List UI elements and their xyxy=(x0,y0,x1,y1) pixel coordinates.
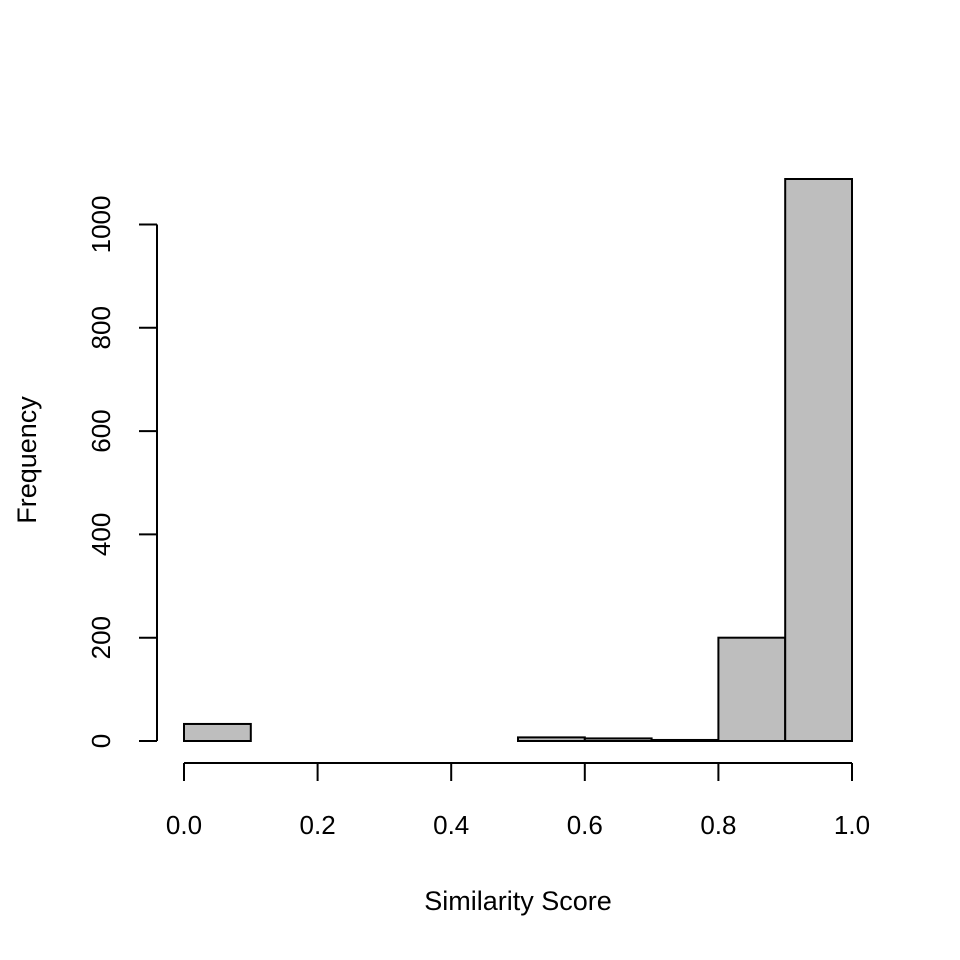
y-tick-label: 800 xyxy=(86,306,116,349)
x-axis-title: Similarity Score xyxy=(424,886,612,916)
x-tick-label: 0.0 xyxy=(166,810,202,840)
x-tick-label: 0.6 xyxy=(567,810,603,840)
histogram-bar xyxy=(784,178,854,742)
histogram-bar xyxy=(517,736,586,743)
histogram-bar xyxy=(183,722,252,742)
histogram-bar xyxy=(650,738,720,743)
y-axis: 0 200 400 600 800 1000 xyxy=(86,196,158,748)
y-tick-label: 200 xyxy=(86,616,116,659)
y-axis-title: Frequency xyxy=(12,396,42,524)
y-tick-label: 400 xyxy=(86,513,116,556)
y-tick-label: 600 xyxy=(86,409,116,452)
x-tick-label: 0.2 xyxy=(300,810,336,840)
y-tick-label: 0 xyxy=(86,734,116,748)
y-tick-label: 1000 xyxy=(86,196,116,254)
x-tick-label: 0.8 xyxy=(700,810,736,840)
x-axis: 0.0 0.2 0.4 0.6 0.8 1.0 xyxy=(166,762,870,840)
x-tick-label: 0.4 xyxy=(433,810,469,840)
histogram-bar xyxy=(583,737,653,743)
histogram-bar xyxy=(717,636,787,742)
x-tick-label: 1.0 xyxy=(834,810,870,840)
bars-group xyxy=(183,178,854,743)
